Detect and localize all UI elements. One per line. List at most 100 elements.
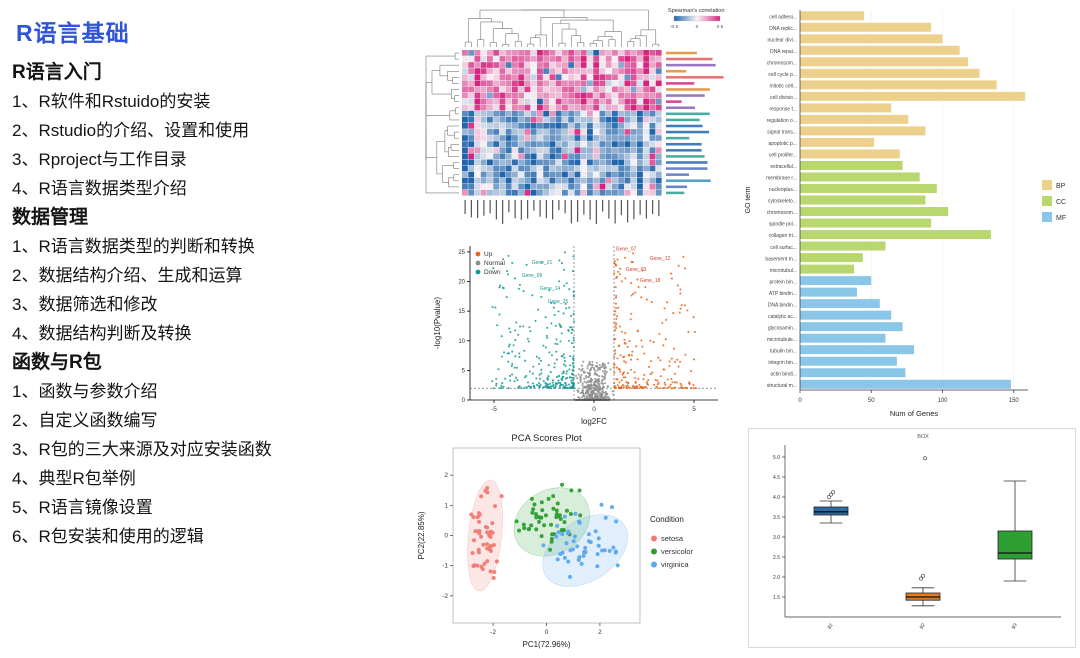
svg-text:2.5: 2.5 bbox=[773, 555, 780, 561]
outline-item: 6、R包安装和使用的逻辑 bbox=[12, 527, 204, 546]
course-outline: R语言入门 1、R软件和Rstuido的安装 2、Rstudio的介绍、设置和使用 3… bbox=[12, 58, 422, 551]
svg-text:cytoskeleto...: cytoskeleto... bbox=[768, 199, 797, 205]
go-bar-panel: cell adhesi... DNA replic... nuclear divi.… bbox=[740, 2, 1078, 424]
svg-text:ATP bindin...: ATP bindin... bbox=[769, 291, 797, 297]
svg-text:GO term: GO term bbox=[745, 186, 752, 213]
svg-text:apoptotic p...: apoptotic p... bbox=[768, 141, 797, 147]
go-enrichment-bars: cell adhesi... DNA replic... nuclear divi.… bbox=[745, 10, 1066, 418]
svg-text:1: 1 bbox=[444, 502, 448, 509]
svg-text:Num of Genes: Num of Genes bbox=[890, 409, 939, 418]
svg-text:0: 0 bbox=[798, 398, 802, 404]
boxplot-panel: BOX 1.5 2.0 2.5 3.0 3.5 4.0 4.5 5.0 g1 g2 g3 bbox=[748, 428, 1076, 648]
svg-text:cell adhesi...: cell adhesi... bbox=[769, 14, 797, 20]
svg-text:versicolor: versicolor bbox=[661, 547, 694, 556]
expression-boxplot: BOX 1.5 2.0 2.5 3.0 3.5 4.0 4.5 5.0 g1 g2 g3 bbox=[773, 434, 1061, 630]
svg-text:signal trans...: signal trans... bbox=[767, 130, 797, 136]
svg-text:PC2(22.85%): PC2(22.85%) bbox=[417, 511, 426, 559]
svg-text:0.5: 0.5 bbox=[717, 24, 724, 30]
svg-text:0: 0 bbox=[462, 398, 466, 404]
svg-text:-log10(Pvalue): -log10(Pvalue) bbox=[433, 297, 442, 349]
svg-text:cell divisio...: cell divisio... bbox=[770, 95, 797, 101]
svg-text:DNA repai...: DNA repai... bbox=[770, 49, 797, 55]
svg-text:microtubule...: microtubule... bbox=[767, 337, 797, 343]
outline-item: 1、函数与参数介绍 bbox=[12, 382, 158, 401]
svg-text:25: 25 bbox=[458, 250, 465, 256]
outline-item: 3、Rproject与工作目录 bbox=[12, 150, 187, 169]
svg-text:CC: CC bbox=[1056, 199, 1066, 206]
svg-text:5.0: 5.0 bbox=[773, 455, 780, 461]
svg-text:collagen tri...: collagen tri... bbox=[769, 233, 797, 239]
svg-text:structural m...: structural m... bbox=[767, 383, 797, 389]
page-title: R语言基础 bbox=[16, 20, 130, 46]
svg-text:g3: g3 bbox=[1010, 622, 1018, 630]
svg-text:-5: -5 bbox=[491, 406, 497, 413]
outline-item: 1、R软件和Rstuido的安装 bbox=[12, 92, 211, 111]
svg-text:2: 2 bbox=[444, 472, 448, 479]
svg-text:chromosom...: chromosom... bbox=[767, 61, 797, 67]
svg-text:5: 5 bbox=[692, 406, 696, 413]
outline-item: 5、R语言镜像设置 bbox=[12, 498, 153, 517]
svg-text:PCA Scores Plot: PCA Scores Plot bbox=[511, 433, 582, 444]
svg-text:15: 15 bbox=[458, 309, 465, 315]
svg-text:virginica: virginica bbox=[661, 560, 689, 569]
svg-text:0: 0 bbox=[696, 24, 699, 30]
svg-text:DNA replic...: DNA replic... bbox=[769, 26, 797, 32]
outline-item: 1、R语言数据类型的判断和转换 bbox=[12, 237, 255, 256]
svg-text:setosa: setosa bbox=[661, 534, 684, 543]
svg-text:regulation o...: regulation o... bbox=[767, 118, 797, 124]
svg-text:0: 0 bbox=[592, 406, 596, 413]
svg-text:nucleoplas...: nucleoplas... bbox=[769, 187, 797, 193]
svg-text:log2FC: log2FC bbox=[581, 417, 607, 426]
svg-text:Up: Up bbox=[484, 251, 493, 258]
svg-text:100: 100 bbox=[937, 398, 948, 404]
svg-text:BOX: BOX bbox=[917, 434, 929, 440]
svg-text:4.0: 4.0 bbox=[773, 495, 780, 501]
outline-item: 2、自定义函数编写 bbox=[12, 411, 158, 430]
svg-text:cell prolifer...: cell prolifer... bbox=[769, 153, 797, 159]
svg-text:Gene_09: Gene_09 bbox=[522, 273, 543, 279]
svg-text:response t...: response t... bbox=[769, 107, 797, 113]
outline-item: 4、R语言数据类型介绍 bbox=[12, 179, 187, 198]
svg-text:catalytic ac...: catalytic ac... bbox=[768, 314, 797, 320]
svg-text:Gene_12: Gene_12 bbox=[650, 256, 671, 262]
svg-text:Condition: Condition bbox=[650, 515, 684, 524]
svg-text:-1: -1 bbox=[442, 563, 448, 570]
outline-item: 3、R包的三大来源及对应安装函数 bbox=[12, 440, 272, 459]
svg-text:0: 0 bbox=[444, 533, 448, 540]
svg-text:Spearman's correlation: Spearman's correlation bbox=[668, 8, 724, 14]
svg-text:glycosamin...: glycosamin... bbox=[768, 325, 797, 331]
svg-text:integrin bin...: integrin bin... bbox=[768, 360, 797, 366]
outline-section-heading: 函数与R包 bbox=[12, 352, 102, 373]
svg-text:3.5: 3.5 bbox=[773, 515, 780, 521]
outline-item: 3、数据筛选和修改 bbox=[12, 295, 158, 314]
svg-text:spindle pol...: spindle pol... bbox=[769, 222, 797, 228]
svg-text:g1: g1 bbox=[826, 622, 834, 630]
svg-text:cell cycle p...: cell cycle p... bbox=[768, 72, 797, 78]
svg-text:Normal: Normal bbox=[484, 260, 506, 267]
svg-text:MF: MF bbox=[1056, 215, 1066, 222]
pca-panel: PCA Scores Plot -2 0 2 -2 -1 0 1 2 PC1(72.96%) PC2… bbox=[413, 430, 718, 653]
svg-text:1.5: 1.5 bbox=[773, 595, 780, 601]
outline-section-heading: 数据管理 bbox=[12, 207, 89, 228]
svg-text:50: 50 bbox=[868, 398, 875, 404]
heatmap-panel: Spearman's correlation -0.5 0 0.5 bbox=[418, 0, 736, 236]
svg-text:5: 5 bbox=[462, 368, 466, 374]
svg-text:nuclear divi...: nuclear divi... bbox=[768, 37, 797, 43]
outline-item: 4、数据结构判断及转换 bbox=[12, 324, 192, 343]
svg-text:membrane r...: membrane r... bbox=[766, 176, 797, 182]
svg-text:actin bindi...: actin bindi... bbox=[770, 371, 797, 377]
svg-text:g2: g2 bbox=[918, 622, 926, 630]
outline-item: 4、典型R包举例 bbox=[12, 469, 136, 488]
svg-text:mitotic cell...: mitotic cell... bbox=[769, 84, 797, 90]
svg-text:DNA bindin...: DNA bindin... bbox=[768, 302, 797, 308]
svg-text:10: 10 bbox=[458, 339, 465, 345]
svg-text:150: 150 bbox=[1009, 398, 1020, 404]
svg-text:Gene_03: Gene_03 bbox=[626, 267, 647, 273]
svg-text:-2: -2 bbox=[490, 629, 496, 636]
pca-scores-plot: PCA Scores Plot -2 0 2 -2 -1 0 1 2 PC1(72.96%) PC2… bbox=[417, 433, 694, 649]
svg-text:PC1(72.96%): PC1(72.96%) bbox=[522, 640, 570, 649]
svg-text:chromosom...: chromosom... bbox=[767, 210, 797, 216]
svg-text:Gene_14: Gene_14 bbox=[540, 286, 561, 292]
svg-text:extracellul...: extracellul... bbox=[770, 164, 797, 170]
svg-text:protein bin...: protein bin... bbox=[769, 279, 797, 285]
